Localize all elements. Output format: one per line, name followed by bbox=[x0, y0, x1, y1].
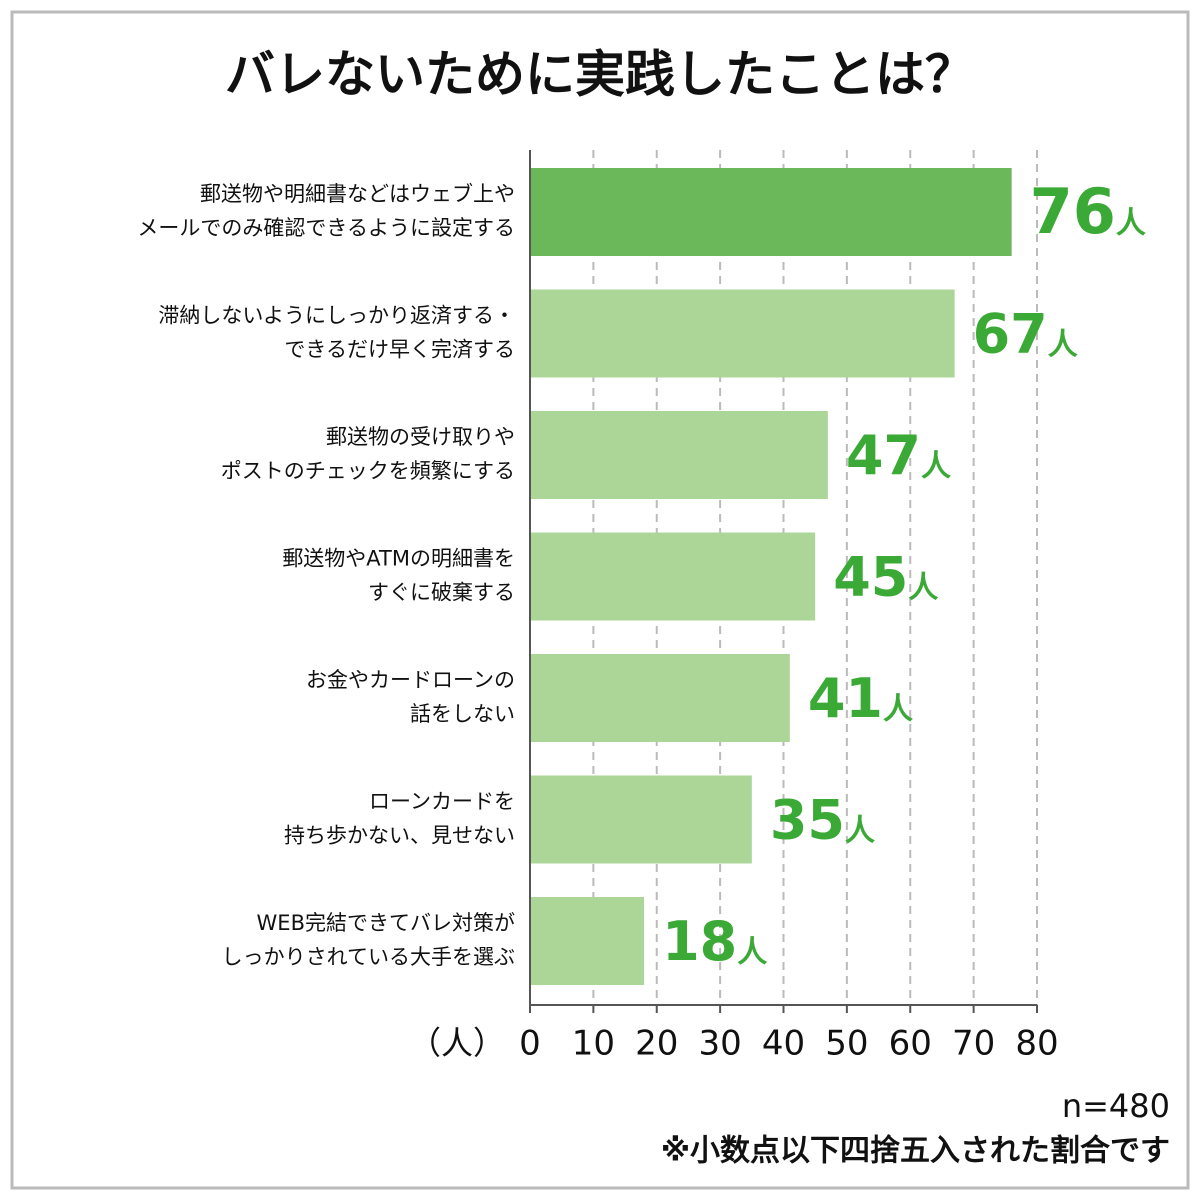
category-label: ポストのチェックを頻繁にする bbox=[221, 459, 515, 483]
category-label: しっかりされている大手を選ぶ bbox=[222, 945, 515, 969]
x-tick-label: 0 bbox=[519, 1024, 541, 1064]
value-unit: 人 bbox=[737, 935, 767, 970]
category-label: WEB完結できてバレ対策が bbox=[257, 911, 515, 935]
value-unit: 人 bbox=[1048, 327, 1078, 362]
bar bbox=[530, 654, 790, 742]
note: n=480 bbox=[1062, 1087, 1170, 1125]
value-unit: 人 bbox=[1116, 206, 1146, 241]
frame bbox=[10, 10, 1190, 1190]
value-number: 47 bbox=[846, 424, 921, 487]
category-label: 持ち歩かない、見せない bbox=[284, 824, 515, 848]
value-label: 67人 bbox=[973, 302, 1078, 365]
value-unit: 人 bbox=[845, 813, 875, 848]
value-number: 76 bbox=[1030, 175, 1116, 248]
category-label: すぐに破棄する bbox=[368, 581, 515, 605]
value-unit: 人 bbox=[883, 692, 913, 727]
value-number: 41 bbox=[808, 667, 883, 730]
chart-title: バレないために実践したことは？ bbox=[225, 46, 975, 104]
value-number: 67 bbox=[973, 302, 1048, 365]
category-label: できるだけ早く完済する bbox=[284, 338, 515, 362]
bar bbox=[530, 168, 1012, 256]
category-label: 郵送物やATMの明細書を bbox=[282, 547, 515, 571]
x-tick-label: 20 bbox=[635, 1024, 678, 1064]
bar bbox=[530, 411, 828, 499]
category-label: ローンカードを bbox=[369, 790, 515, 814]
value-number: 35 bbox=[770, 788, 845, 851]
value-number: 18 bbox=[662, 910, 737, 973]
category-label: お金やカードローンの bbox=[306, 668, 515, 692]
x-tick-label: 50 bbox=[825, 1024, 868, 1064]
x-tick-label: 80 bbox=[1015, 1024, 1058, 1064]
x-tick-label: 10 bbox=[572, 1024, 615, 1064]
x-tick-label: 70 bbox=[952, 1024, 995, 1064]
category-label: 郵送物や明細書などはウェブ上や bbox=[200, 182, 515, 206]
value-label: 45人 bbox=[833, 545, 938, 608]
category-label: メールでのみ確認できるように設定する bbox=[137, 216, 515, 240]
value-number: 45 bbox=[833, 545, 908, 608]
x-axis-label: （人） bbox=[409, 1024, 505, 1062]
note: ※小数点以下四捨五入された割合です bbox=[661, 1134, 1170, 1169]
x-tick-label: 40 bbox=[762, 1024, 805, 1064]
value-label: 35人 bbox=[770, 788, 875, 851]
value-label: 41人 bbox=[808, 667, 913, 730]
x-tick-label: 60 bbox=[889, 1024, 932, 1064]
category-label: 話をしない bbox=[410, 702, 515, 726]
value-unit: 人 bbox=[921, 449, 951, 484]
bar bbox=[530, 532, 816, 621]
bar bbox=[530, 289, 955, 378]
value-unit: 人 bbox=[908, 570, 938, 605]
bar bbox=[530, 775, 752, 864]
bar bbox=[530, 897, 645, 985]
value-label: 76人 bbox=[1030, 175, 1146, 248]
value-label: 18人 bbox=[662, 910, 767, 973]
category-label: 滞納しないようにしっかり返済する・ bbox=[158, 304, 515, 328]
x-tick-label: 30 bbox=[698, 1024, 741, 1064]
value-label: 47人 bbox=[846, 424, 951, 487]
category-label: 郵送物の受け取りや bbox=[326, 425, 515, 449]
